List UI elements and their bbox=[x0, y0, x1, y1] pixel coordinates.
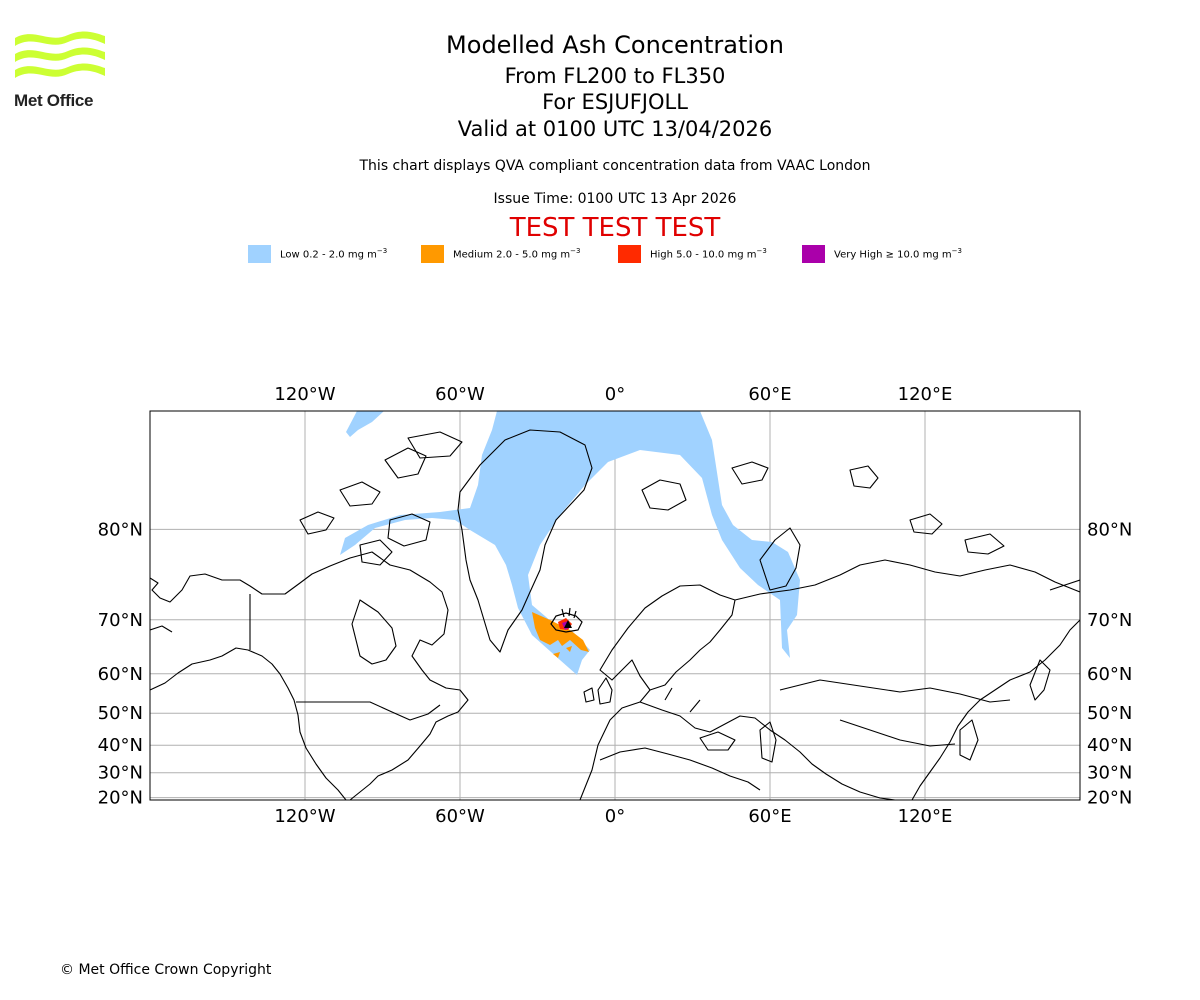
lat-tick-label-left: 30°N bbox=[98, 763, 143, 784]
map-content bbox=[150, 411, 1080, 800]
met-office-waves-icon bbox=[15, 31, 105, 78]
volcano-subtitle: For ESJUFJOLL bbox=[542, 90, 688, 114]
lon-tick-label-top: 60°W bbox=[435, 384, 485, 405]
lat-tick-label-left: 70°N bbox=[98, 610, 143, 631]
lat-tick-label-right: 30°N bbox=[1087, 763, 1132, 784]
legend-swatch-medium bbox=[421, 245, 444, 263]
legend-label-medium: Medium 2.0 - 5.0 mg m−3 bbox=[453, 247, 581, 261]
logo-text: Met Office bbox=[14, 91, 94, 110]
legend-label-low: Low 0.2 - 2.0 mg m−3 bbox=[280, 247, 388, 261]
lat-tick-label-right: 20°N bbox=[1087, 788, 1132, 809]
ash-low-region bbox=[340, 411, 800, 675]
lat-tick-label-right: 60°N bbox=[1087, 664, 1132, 685]
lat-tick-label-right: 40°N bbox=[1087, 735, 1132, 756]
lat-tick-label-left: 60°N bbox=[98, 664, 143, 685]
lon-tick-label-bottom: 0° bbox=[605, 806, 625, 827]
valid-time-subtitle: Valid at 0100 UTC 13/04/2026 bbox=[457, 117, 773, 141]
legend-swatch-very-high bbox=[802, 245, 825, 263]
lon-tick-label-top: 120°W bbox=[274, 384, 335, 405]
lat-tick-label-left: 50°N bbox=[98, 703, 143, 724]
legend-label-high: High 5.0 - 10.0 mg m−3 bbox=[650, 247, 767, 261]
axis-tick-labels: 120°W 120°W 60°W 60°W 0° 0° 60°E 60°E 120°E 120°E… bbox=[98, 384, 1133, 827]
flight-level-subtitle: From FL200 to FL350 bbox=[504, 64, 726, 88]
lon-tick-label-bottom: 120°W bbox=[274, 806, 335, 827]
lon-tick-label-bottom: 60°E bbox=[748, 806, 791, 827]
lon-tick-label-bottom: 60°W bbox=[435, 806, 485, 827]
lat-tick-label-left: 80°N bbox=[98, 519, 143, 540]
legend-swatch-high bbox=[618, 245, 641, 263]
lat-tick-label-right: 50°N bbox=[1087, 703, 1132, 724]
coastlines bbox=[150, 429, 1080, 800]
chart-description: This chart displays QVA compliant concen… bbox=[359, 158, 871, 174]
map-frame bbox=[149, 410, 1081, 801]
lat-tick-label-right: 80°N bbox=[1087, 519, 1132, 540]
lon-tick-label-bottom: 120°E bbox=[898, 806, 953, 827]
iceland-outline bbox=[550, 607, 583, 633]
issue-time: Issue Time: 0100 UTC 13 Apr 2026 bbox=[493, 191, 737, 207]
chart-title: Modelled Ash Concentration bbox=[446, 31, 784, 59]
volcano-triangle-icon bbox=[564, 620, 572, 628]
copyright: © Met Office Crown Copyright bbox=[60, 962, 272, 978]
met-office-logo: Met Office bbox=[14, 30, 108, 112]
legend-swatch-low bbox=[248, 245, 271, 263]
test-banner: TEST TEST TEST bbox=[509, 213, 721, 243]
lat-tick-label-left: 40°N bbox=[98, 735, 143, 756]
lat-tick-label-left: 20°N bbox=[98, 788, 143, 809]
lon-tick-label-top: 0° bbox=[605, 384, 625, 405]
legend-label-very-high: Very High ≥ 10.0 mg m−3 bbox=[834, 247, 962, 261]
lon-tick-label-top: 60°E bbox=[748, 384, 791, 405]
ash-medium-region bbox=[532, 612, 589, 658]
lat-tick-label-right: 70°N bbox=[1087, 610, 1132, 631]
lon-tick-label-top: 120°E bbox=[898, 384, 953, 405]
